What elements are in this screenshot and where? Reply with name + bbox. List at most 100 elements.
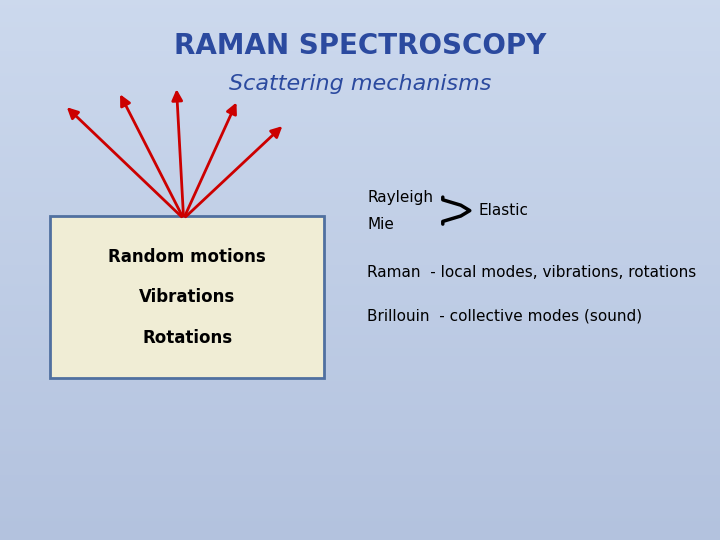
Bar [0,30,720,32]
Bar [0,297,720,300]
Bar [0,124,720,127]
Bar [0,165,720,167]
Bar [0,94,720,97]
Bar [0,300,720,302]
Bar [0,475,720,478]
Bar [0,335,720,338]
Bar [0,472,720,475]
Bar [0,108,720,111]
Bar [0,400,720,402]
Bar [0,319,720,321]
Bar [0,518,720,521]
Bar [0,510,720,513]
Bar [0,216,720,219]
Bar [0,59,720,62]
Bar [0,340,720,343]
Bar [0,170,720,173]
Bar [0,292,720,294]
Bar [0,211,720,213]
Bar [0,78,720,81]
Bar [0,435,720,437]
Text: Random motions: Random motions [108,247,266,266]
Bar [0,310,720,313]
Bar [0,130,720,132]
Bar [0,265,720,267]
Bar [0,151,720,154]
Bar [0,446,720,448]
Bar [0,162,720,165]
Bar [0,305,720,308]
Bar [0,200,720,202]
Bar [0,105,720,108]
Bar [0,418,720,421]
Bar [0,537,720,540]
Bar [0,40,720,43]
Bar [0,451,720,454]
Text: Scattering mechanisms: Scattering mechanisms [229,73,491,94]
Bar [0,221,720,224]
Bar [0,378,720,381]
Bar [0,140,720,143]
Bar [0,410,720,413]
Bar [0,113,720,116]
Bar [0,256,720,259]
Bar [0,259,720,262]
Bar [0,424,720,427]
Bar [0,526,720,529]
Bar [0,508,720,510]
Bar [0,154,720,157]
Bar [0,470,720,472]
Bar [0,356,720,359]
Bar [0,348,720,351]
Text: Rayleigh: Rayleigh [367,190,433,205]
Bar [0,370,720,373]
Bar [0,308,720,310]
Bar [0,178,720,181]
Bar [0,346,720,348]
Text: Brillouin  - collective modes (sound): Brillouin - collective modes (sound) [367,308,642,323]
Bar [0,132,720,135]
Bar [0,392,720,394]
Bar [0,127,720,130]
Bar [0,176,720,178]
Bar [0,500,720,502]
Bar [0,327,720,329]
Bar [0,397,720,400]
Bar [0,429,720,432]
Bar [0,43,720,46]
Bar [0,456,720,459]
Bar [0,208,720,211]
Bar [0,246,720,248]
Bar [0,213,720,216]
Bar [0,532,720,535]
Bar [0,294,720,297]
Bar [0,338,720,340]
Bar [0,189,720,192]
Bar [0,111,720,113]
Bar [0,119,720,122]
Bar [0,248,720,251]
Bar [0,51,720,54]
Bar [0,316,720,319]
Bar [0,524,720,526]
Bar [0,443,720,445]
Text: Rotations: Rotations [142,328,233,347]
Bar [0,529,720,532]
Bar [0,3,720,5]
Bar [0,467,720,470]
Bar [0,405,720,408]
Bar [0,89,720,92]
Bar [0,240,720,243]
Bar [0,329,720,332]
Bar [0,38,720,40]
Bar [0,46,720,49]
Bar [0,386,720,389]
Bar [0,367,720,370]
Bar [0,364,720,367]
Bar [0,202,720,205]
Bar [0,76,720,78]
Bar [0,159,720,162]
Bar [0,232,720,235]
Bar [0,497,720,500]
Bar [0,535,720,537]
